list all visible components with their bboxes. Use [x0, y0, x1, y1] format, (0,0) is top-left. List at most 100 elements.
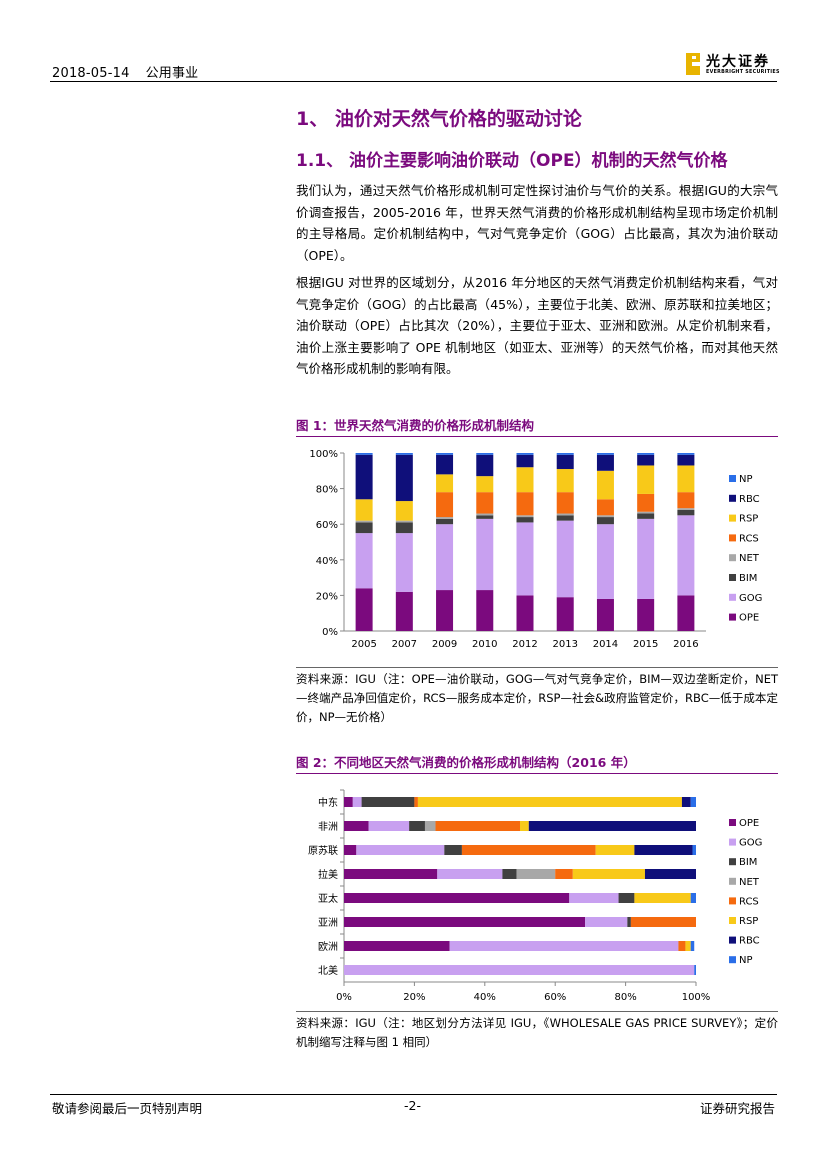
bar-segment-rbc-2012	[516, 454, 534, 468]
bar-segment-np-2009	[436, 453, 454, 455]
bar-segment-np-北美	[694, 965, 696, 975]
figure1-stacked-bar-chart: 0% 20% 40% 60% 80% 100% 2005 2007 2009 2010 2012 20…	[309, 449, 762, 650]
legend-swatch-net	[729, 554, 736, 562]
report-sector: 公用事业	[145, 66, 199, 81]
bar-segment-rcs-亚洲	[630, 917, 696, 927]
bar-segment-rbc-中东	[681, 797, 691, 807]
legend-swatch-rsp	[729, 917, 736, 924]
bar-segment-rsp-2012	[516, 467, 534, 493]
bar-segment-ope-2015	[637, 598, 655, 631]
bar-segment-bim-亚太	[618, 893, 635, 903]
category-label: 非洲	[318, 821, 338, 833]
bar-segment-net-2013	[556, 513, 574, 516]
subsection-title: 1.1、 油价主要影响油价联动（OPE）机制的天然气价格	[296, 151, 728, 171]
footer-report-type: 证券研究报告	[700, 1101, 776, 1116]
bar-segment-net-2015	[637, 511, 655, 514]
bar-segment-bim-2016	[677, 509, 695, 516]
figure2-bottom-rule	[296, 1011, 778, 1012]
legend-swatch-bim	[729, 858, 736, 866]
legend-label-bim: BIM	[739, 857, 757, 868]
x-tick-label: 100%	[682, 992, 711, 1003]
bar-segment-gog-拉美	[437, 869, 503, 879]
logo-en-text: EVERBRIGHT SECURITIES	[706, 70, 780, 75]
bar-segment-rcs-拉美	[555, 869, 573, 879]
paragraph-1: 我们认为，通过天然气价格形成机制可定性探讨油价与气价的关系。根据IGU的大宗气价…	[296, 183, 778, 263]
category-label: 亚洲	[318, 917, 338, 929]
bar-segment-bim-中东	[361, 797, 415, 807]
bar-segment-np-2015	[637, 453, 655, 455]
bar-segment-gog-亚太	[569, 893, 619, 903]
bar-segment-net-2009	[436, 517, 454, 519]
bar-segment-rcs-2010	[476, 492, 494, 514]
bar-segment-np-欧洲	[690, 941, 695, 951]
bar-segment-ope-欧洲	[344, 941, 450, 951]
bar-segment-ope-2005	[355, 588, 373, 631]
bar-segment-net-2012	[516, 515, 534, 518]
bar-segment-rsp-2005	[355, 499, 373, 521]
bar-segment-rcs-2014	[596, 499, 614, 516]
bar-segment-rbc-2013	[556, 454, 574, 470]
legend-label-np: NP	[739, 474, 753, 485]
legend-swatch-gog	[729, 593, 736, 601]
bar-segment-np-亚太	[690, 893, 696, 903]
legend-swatch-rsp	[729, 514, 736, 522]
x-tick-label: 2014	[593, 639, 618, 650]
bar-segment-gog-欧洲	[449, 941, 679, 951]
bar-segment-net-2007	[395, 520, 413, 523]
bar-segment-rsp-2009	[436, 474, 454, 493]
bar-segment-net-2016	[677, 508, 695, 510]
bar-segment-rcs-原苏联	[461, 845, 596, 855]
bar-segment-np-2012	[516, 453, 534, 455]
bar-segment-bim-原苏联	[444, 845, 462, 855]
logo-cn-text: 光大证券	[706, 54, 770, 70]
bar-segment-rsp-中东	[417, 797, 682, 807]
bar-segment-gog-2014	[596, 524, 614, 599]
x-tick-label: 2005	[351, 639, 376, 650]
bar-segment-rcs-2009	[436, 492, 454, 518]
bar-segment-bim-非洲	[409, 821, 425, 831]
bar-segment-bim-2005	[355, 522, 373, 534]
legend-swatch-rcs	[729, 534, 736, 542]
x-tick-label: 40%	[474, 992, 496, 1003]
bar-segment-gog-非洲	[368, 821, 410, 831]
category-label: 欧洲	[318, 941, 338, 953]
bar-segment-ope-2013	[556, 597, 574, 631]
footer-divider	[50, 1094, 777, 1095]
bar-segment-gog-2012	[516, 522, 534, 596]
legend-swatch-np	[729, 956, 736, 964]
bar-segment-rbc-2016	[677, 454, 695, 466]
x-tick-label: 2013	[552, 639, 577, 650]
bar-segment-ope-2014	[596, 598, 614, 631]
legend-swatch-gog	[729, 838, 736, 846]
bar-segment-rbc-2015	[637, 454, 655, 466]
bar-segment-np-2007	[395, 453, 413, 455]
bar-segment-gog-原苏联	[356, 845, 445, 855]
category-label: 中东	[318, 796, 338, 809]
x-tick-label: 2010	[472, 639, 497, 650]
bar-segment-net-2014	[596, 515, 614, 518]
bar-segment-bim-2012	[516, 517, 534, 523]
figure1-title: 图 1：世界天然气消费的价格形成机制结构	[296, 418, 535, 433]
bar-segment-np-2005	[355, 453, 373, 455]
bar-segment-bim-2007	[395, 522, 413, 534]
figure1-top-rule	[296, 436, 778, 437]
y-tick-label: 80%	[316, 485, 338, 496]
figure1-source: 资料来源：IGU（注：OPE—油价联动，GOG—气对气竞争定价，BIM—双边垄断…	[296, 672, 778, 724]
bar-segment-bim-2015	[637, 513, 655, 519]
company-logo: 光大证券 EVERBRIGHT SECURITIES	[686, 50, 780, 78]
legend-swatch-bim	[729, 574, 736, 581]
bar-segment-np-2013	[556, 453, 574, 455]
legend-label-rbc: RBC	[739, 936, 760, 947]
bar-segment-ope-非洲	[344, 821, 369, 831]
x-tick-label: 80%	[614, 992, 636, 1003]
bar-segment-rbc-非洲	[528, 821, 696, 831]
bar-segment-gog-2010	[476, 518, 494, 591]
bar-segment-rbc-原苏联	[634, 845, 693, 855]
footer-disclaimer: 敬请参阅最后一页特别声明	[52, 1101, 203, 1116]
x-tick-label: 2016	[673, 639, 698, 650]
section-title: 1、 油价对天然气价格的驱动讨论	[296, 108, 582, 130]
bar-segment-ope-2016	[677, 595, 695, 631]
bar-segment-bim-亚洲	[627, 917, 631, 927]
legend-label-bim: BIM	[739, 573, 757, 584]
bar-segment-ope-亚洲	[344, 917, 586, 927]
